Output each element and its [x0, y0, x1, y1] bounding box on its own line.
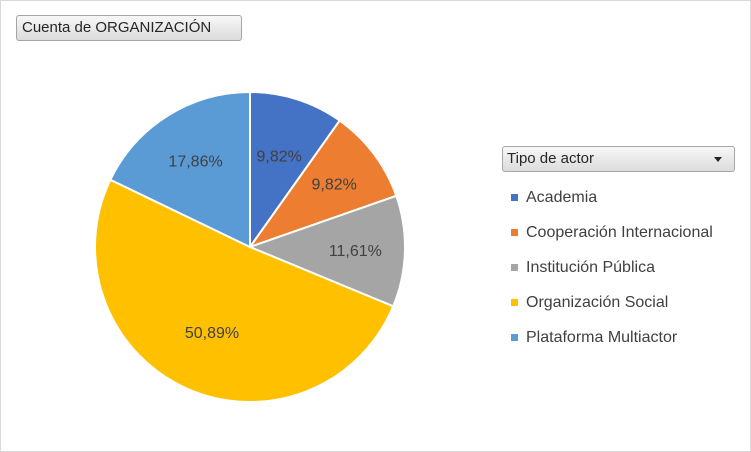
legend-item[interactable]: Institución Pública [511, 250, 713, 285]
legend-swatch [511, 334, 518, 341]
pie-slice-organizaci-n-social[interactable] [94, 178, 395, 403]
legend-label: Cooperación Internacional [526, 223, 713, 241]
legend-filter-label: Tipo de actor [507, 150, 594, 167]
legend-item[interactable]: Organización Social [511, 285, 713, 320]
data-label: 9,82% [256, 148, 301, 165]
data-label: 9,82% [312, 177, 357, 194]
legend-label: Institución Pública [526, 258, 655, 276]
pie-slice-cooperaci-n-internacional[interactable] [247, 119, 398, 249]
data-label: 11,61% [329, 243, 382, 260]
legend-item[interactable]: Plataforma Multiactor [511, 320, 713, 355]
legend-filter-dropdown[interactable]: Tipo de actor [502, 146, 735, 172]
legend-swatch [511, 229, 518, 236]
legend-item[interactable]: Academia [511, 180, 713, 215]
value-field-label: Cuenta de ORGANIZACIÓN [22, 19, 212, 36]
data-label: 50,89% [185, 325, 239, 342]
legend-item[interactable]: Cooperación Internacional [511, 215, 713, 250]
chevron-down-icon[interactable] [714, 157, 722, 162]
data-label: 17,86% [168, 153, 222, 170]
legend-swatch [511, 194, 518, 201]
legend-swatch [511, 264, 518, 271]
legend-label: Academia [526, 188, 598, 206]
legend: Academia Cooperación Internacional Institu… [511, 180, 713, 355]
legend-label: Plataforma Multiactor [526, 328, 678, 346]
legend-swatch [511, 299, 518, 306]
pie-slice-instituci-n-p-blica[interactable] [247, 194, 406, 308]
value-field-button[interactable]: Cuenta de ORGANIZACIÓN [16, 15, 242, 41]
legend-label: Organización Social [526, 293, 669, 311]
pie-slice-academia[interactable] [249, 90, 342, 251]
pie-slice-plataforma-multiactor[interactable] [109, 90, 251, 249]
